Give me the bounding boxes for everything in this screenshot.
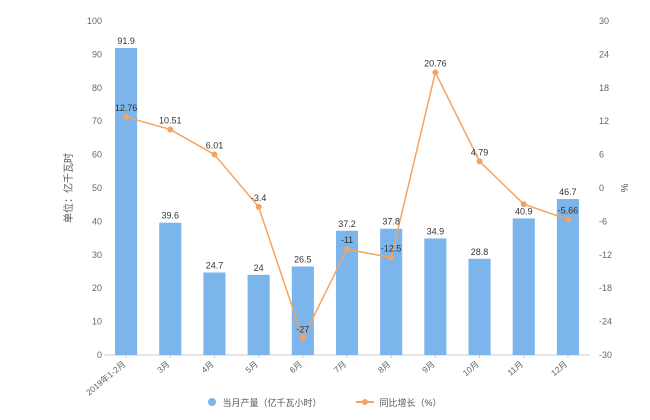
bar[interactable] [512, 218, 535, 355]
y2-tick-label: 0 [599, 183, 604, 193]
y2-tick-label: 18 [599, 83, 609, 93]
line-data-label: 20.76 [424, 58, 447, 68]
line-point[interactable] [123, 113, 130, 120]
y-tick-label: 80 [92, 83, 102, 93]
legend-item-bar[interactable]: 当月产量（亿千瓦小时） [208, 396, 322, 409]
bar[interactable] [556, 199, 579, 355]
legend-swatch-line [355, 398, 374, 406]
line-data-label: -3.4 [251, 193, 267, 203]
bar-data-label: 37.8 [382, 217, 400, 227]
x-tick-label: 9月 [420, 359, 437, 375]
y2-tick-label: -12 [599, 250, 612, 260]
y2-tick-label: 6 [599, 150, 604, 160]
legend-label-line: 同比增长（%） [379, 397, 442, 408]
bar[interactable] [468, 258, 491, 355]
bar[interactable] [291, 266, 314, 355]
x-tick-label: 2019年1-2月 [84, 359, 127, 398]
data-labels: 91.9 39.6 24.7 24 26.5 37.2 37.8 34.9 28.8 40.9 46… [115, 36, 578, 334]
x-tick-label: 3月 [155, 359, 172, 375]
bar[interactable] [247, 274, 270, 355]
line-point[interactable] [432, 69, 439, 76]
line-point[interactable] [520, 201, 527, 208]
line-point[interactable] [255, 203, 262, 210]
y2-tick-label: 24 [599, 49, 609, 59]
bar[interactable] [203, 272, 226, 355]
y2-tick-label: -24 [599, 317, 612, 327]
bar[interactable] [424, 238, 447, 355]
x-tick-label: 11月 [505, 359, 525, 378]
y2-tick-label: -18 [599, 283, 612, 293]
y2-axis-title: % [620, 183, 631, 192]
line-point[interactable] [564, 216, 571, 223]
x-tick-label: 4月 [199, 359, 216, 375]
y-tick-label: 30 [92, 250, 102, 260]
y2-tick-label: 12 [599, 116, 609, 126]
x-tick-label: 12月 [549, 359, 569, 378]
line-point[interactable] [388, 254, 395, 261]
line-point[interactable] [476, 158, 483, 165]
legend-item-line[interactable]: 同比增长（%） [355, 396, 442, 409]
y-tick-label: 50 [92, 183, 102, 193]
y-tick-label: 10 [92, 317, 102, 327]
y-tick-label: 90 [92, 49, 102, 59]
bar-data-label: 39.6 [162, 211, 180, 221]
line-data-label: -5.66 [558, 206, 579, 216]
bar[interactable] [380, 228, 403, 355]
bar-data-label: 46.7 [559, 187, 577, 197]
y-tick-label: 20 [92, 283, 102, 293]
line-point[interactable] [344, 246, 350, 253]
line-data-label: 10.51 [159, 115, 182, 125]
bar-data-label: 37.2 [338, 219, 356, 229]
line-point[interactable] [299, 335, 306, 342]
x-tick-label: 6月 [288, 359, 305, 375]
line-data-label: 4.79 [471, 147, 489, 157]
legend-swatch-bar [208, 398, 217, 406]
bar-series [115, 48, 579, 355]
bar-data-label: 28.8 [471, 247, 489, 257]
line-series [123, 69, 571, 342]
x-tick-label: 7月 [332, 359, 349, 375]
y-tick-label: 70 [92, 116, 102, 126]
line-data-label: -27 [296, 324, 309, 334]
legend: 当月产量（亿千瓦小时） 同比增长（%） [0, 394, 650, 410]
line-point[interactable] [211, 151, 218, 158]
y2-tick-label: 30 [599, 16, 609, 26]
x-tick-label: 8月 [376, 359, 393, 375]
bar[interactable] [159, 222, 182, 355]
legend-label-bar: 当月产量（亿千瓦小时） [222, 397, 322, 408]
y-tick-label: 60 [92, 150, 102, 160]
line-data-label: -12.5 [381, 244, 402, 254]
y-tick-label: 100 [87, 16, 102, 26]
line-point[interactable] [167, 126, 174, 133]
y2-tick-label: -6 [599, 216, 607, 226]
bar-data-label: 91.9 [117, 36, 135, 46]
bar-data-label: 24.7 [206, 261, 224, 271]
bar-data-label: 40.9 [515, 206, 533, 216]
bar[interactable] [115, 48, 138, 355]
y-tick-label: 0 [97, 350, 102, 360]
line-data-label: 12.76 [115, 103, 138, 113]
line-data-label: 6.01 [206, 141, 224, 151]
bar-data-label: 26.5 [294, 254, 312, 264]
line-data-label: -11 [341, 235, 353, 245]
y-axis-title: 单位：亿千瓦时 [62, 153, 75, 223]
y2-tick-label: -30 [599, 350, 612, 360]
bar-data-label: 24 [254, 263, 264, 273]
y-tick-label: 40 [92, 216, 102, 226]
bar-data-label: 34.9 [427, 226, 445, 236]
x-tick-label: 5月 [243, 359, 260, 375]
x-tick-label: 10月 [461, 359, 481, 378]
